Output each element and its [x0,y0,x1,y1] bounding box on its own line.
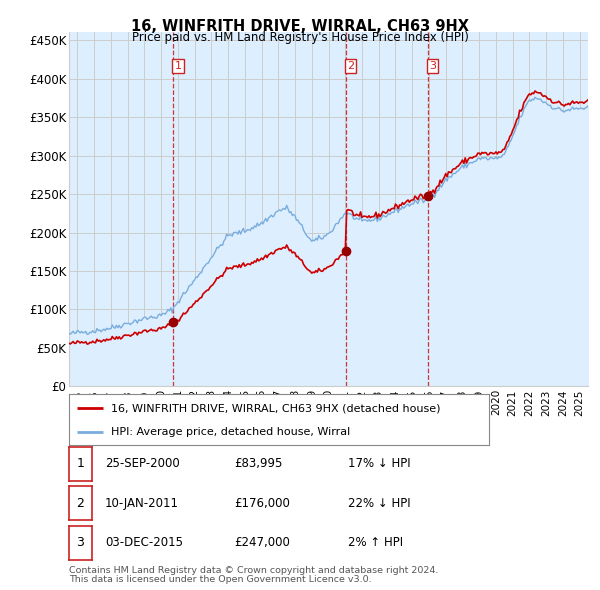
Text: 2: 2 [347,61,354,71]
Text: 3: 3 [76,536,85,549]
Text: 3: 3 [429,61,436,71]
Text: 16, WINFRITH DRIVE, WIRRAL, CH63 9HX: 16, WINFRITH DRIVE, WIRRAL, CH63 9HX [131,19,469,34]
Text: 16, WINFRITH DRIVE, WIRRAL, CH63 9HX (detached house): 16, WINFRITH DRIVE, WIRRAL, CH63 9HX (de… [111,403,440,413]
Text: 25-SEP-2000: 25-SEP-2000 [105,457,180,470]
Text: HPI: Average price, detached house, Wirral: HPI: Average price, detached house, Wirr… [111,428,350,437]
Text: £83,995: £83,995 [234,457,283,470]
Text: Contains HM Land Registry data © Crown copyright and database right 2024.: Contains HM Land Registry data © Crown c… [69,566,439,575]
Text: 2: 2 [76,497,85,510]
Text: 2% ↑ HPI: 2% ↑ HPI [348,536,403,549]
Text: £247,000: £247,000 [234,536,290,549]
Text: 1: 1 [175,61,182,71]
Text: Price paid vs. HM Land Registry's House Price Index (HPI): Price paid vs. HM Land Registry's House … [131,31,469,44]
Text: 17% ↓ HPI: 17% ↓ HPI [348,457,410,470]
Text: 03-DEC-2015: 03-DEC-2015 [105,536,183,549]
Text: 22% ↓ HPI: 22% ↓ HPI [348,497,410,510]
Text: This data is licensed under the Open Government Licence v3.0.: This data is licensed under the Open Gov… [69,575,371,584]
Text: 1: 1 [76,457,85,470]
Text: £176,000: £176,000 [234,497,290,510]
Text: 10-JAN-2011: 10-JAN-2011 [105,497,179,510]
